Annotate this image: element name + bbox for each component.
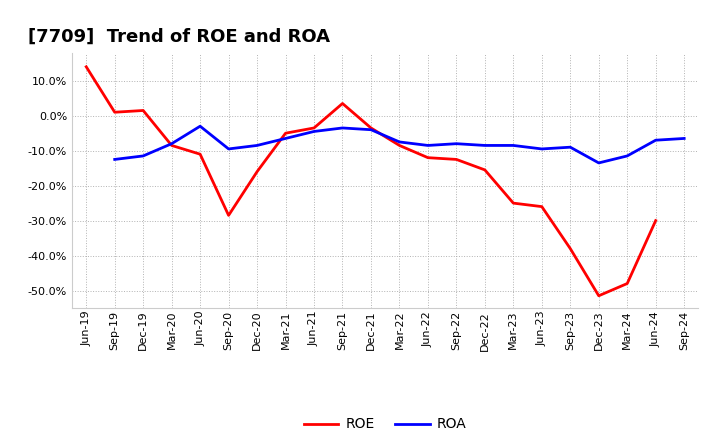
ROE — [196, 151, 204, 157]
Text: [7709]  Trend of ROE and ROA: [7709] Trend of ROE and ROA — [28, 28, 330, 46]
ROA — [395, 139, 404, 145]
ROA — [566, 145, 575, 150]
ROE — [110, 110, 119, 115]
ROA — [225, 146, 233, 151]
ROA — [282, 136, 290, 141]
ROA — [196, 124, 204, 129]
ROA — [338, 125, 347, 131]
ROA — [253, 143, 261, 148]
ROE — [395, 143, 404, 148]
ROA — [480, 143, 489, 148]
Legend: ROE, ROA: ROE, ROA — [298, 412, 472, 437]
Line: ROE: ROE — [86, 67, 656, 296]
ROE — [423, 155, 432, 160]
ROE — [282, 131, 290, 136]
ROA — [110, 157, 119, 162]
ROA — [509, 143, 518, 148]
ROE — [452, 157, 461, 162]
ROE — [139, 108, 148, 113]
ROE — [537, 204, 546, 209]
ROA — [680, 136, 688, 141]
ROE — [509, 201, 518, 206]
ROE — [310, 125, 318, 131]
ROE — [82, 64, 91, 70]
ROE — [652, 218, 660, 223]
ROA — [139, 153, 148, 158]
ROE — [595, 293, 603, 298]
ROA — [167, 141, 176, 147]
ROE — [338, 101, 347, 106]
ROA — [366, 127, 375, 132]
ROE — [480, 167, 489, 172]
ROE — [225, 213, 233, 218]
ROE — [623, 281, 631, 286]
ROE — [253, 169, 261, 174]
ROE — [566, 246, 575, 251]
ROE — [167, 143, 176, 148]
Line: ROA: ROA — [114, 126, 684, 163]
ROA — [310, 129, 318, 134]
ROA — [423, 143, 432, 148]
ROA — [623, 153, 631, 158]
ROA — [652, 138, 660, 143]
ROA — [595, 160, 603, 165]
ROA — [452, 141, 461, 147]
ROE — [366, 125, 375, 131]
ROA — [537, 146, 546, 151]
